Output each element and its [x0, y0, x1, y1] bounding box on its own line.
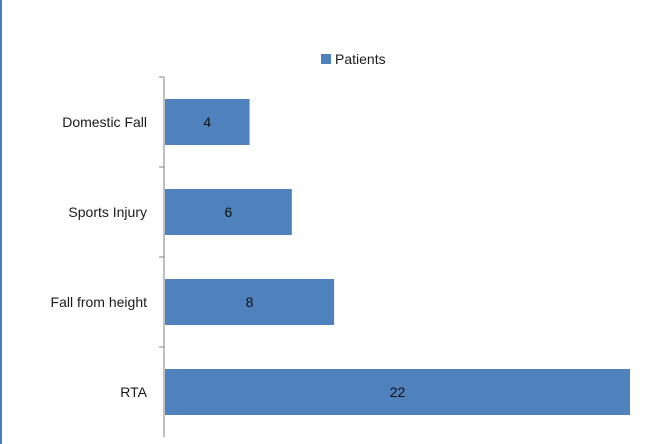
bar-sports-injury — [165, 189, 292, 235]
category-label: Domestic Fall — [62, 114, 147, 130]
legend-label-patients: Patients — [335, 51, 386, 67]
category-labels: Domestic Fall Sports Injury Fall from heig… — [51, 114, 148, 400]
legend-swatch-patients — [321, 54, 331, 64]
category-label: Fall from height — [51, 294, 148, 310]
category-label: Sports Injury — [68, 204, 147, 220]
category-label: RTA — [120, 384, 147, 400]
data-label: 8 — [246, 294, 254, 310]
legend: Patients — [321, 51, 386, 67]
bar-fall-from-height — [165, 279, 335, 325]
data-labels: 4 6 8 22 — [203, 114, 405, 400]
bar-domestic-fall — [165, 99, 250, 145]
data-label: 6 — [225, 204, 233, 220]
bars-group — [159, 76, 630, 415]
bar-rta — [165, 369, 630, 415]
data-label: 4 — [203, 114, 211, 130]
data-label: 22 — [390, 384, 406, 400]
